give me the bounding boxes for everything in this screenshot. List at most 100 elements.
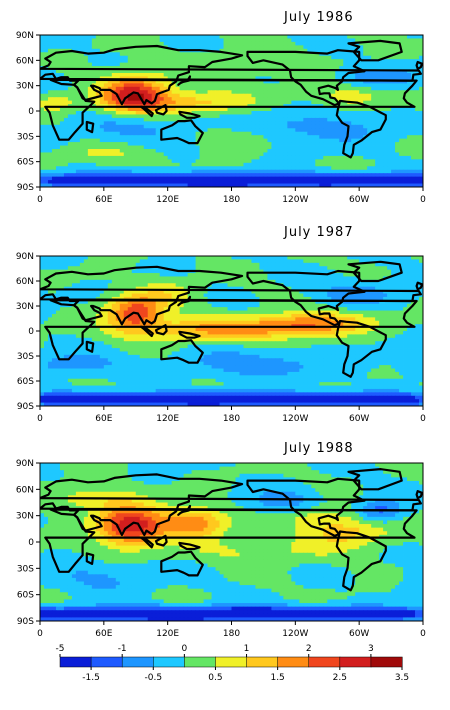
- field-cell: [259, 173, 264, 178]
- field-cell: [395, 114, 400, 119]
- field-cell: [291, 38, 296, 43]
- field-cell: [247, 45, 252, 50]
- field-cell: [407, 262, 412, 267]
- field-cell: [91, 124, 97, 129]
- field-cell: [399, 128, 404, 133]
- field-cell: [307, 52, 312, 57]
- field-cell: [59, 279, 65, 284]
- field-cell: [263, 69, 268, 74]
- field-cell: [411, 35, 416, 39]
- field-cell: [243, 79, 248, 84]
- field-cell: [339, 107, 344, 112]
- field-cell: [267, 100, 272, 105]
- field-cell: [159, 73, 165, 77]
- field-cell: [363, 128, 368, 133]
- field-cell: [411, 114, 416, 119]
- field-cell: [223, 48, 228, 53]
- field-cell: [107, 138, 113, 143]
- field-cell: [299, 45, 304, 50]
- field-cell: [143, 117, 149, 122]
- field-cell: [311, 169, 316, 174]
- field-cell: [347, 69, 352, 74]
- field-cell: [251, 142, 256, 146]
- field-cell: [191, 276, 196, 281]
- field-cell: [47, 276, 53, 281]
- field-cell: [251, 135, 256, 140]
- field-cell: [259, 138, 264, 143]
- field-cell: [67, 273, 73, 277]
- field-cell: [139, 135, 145, 140]
- field-cell: [143, 273, 149, 277]
- field-cell: [187, 90, 192, 95]
- field-cell: [299, 166, 304, 171]
- field-cell: [127, 142, 133, 146]
- field-cell: [243, 100, 248, 105]
- field-cell: [227, 155, 232, 160]
- field-cell: [195, 35, 200, 39]
- field-cell: [227, 138, 232, 143]
- field-cell: [47, 135, 53, 140]
- field-cell: [87, 269, 93, 274]
- field-cell: [143, 173, 149, 178]
- field-cell: [295, 117, 300, 122]
- field-cell: [223, 73, 228, 77]
- field-cell: [295, 256, 300, 260]
- field-cell: [103, 176, 109, 181]
- field-cell: [103, 279, 109, 284]
- field-cell: [107, 114, 113, 119]
- field-cell: [415, 45, 420, 50]
- field-cell: [59, 90, 65, 95]
- field-cell: [123, 100, 129, 105]
- field-cell: [175, 131, 181, 136]
- field-cell: [59, 124, 65, 129]
- field-cell: [275, 38, 280, 43]
- field-cell: [295, 41, 300, 46]
- field-cell: [123, 52, 129, 57]
- field-cell: [223, 145, 228, 150]
- field-cell: [107, 111, 113, 115]
- field-cell: [387, 276, 392, 281]
- field-cell: [103, 107, 109, 112]
- field-cell: [219, 111, 224, 115]
- field-cell: [319, 176, 324, 181]
- field-cell: [347, 131, 352, 136]
- field-cell: [131, 183, 137, 187]
- field-cell: [223, 180, 228, 184]
- field-cell: [115, 276, 121, 281]
- field-cell: [415, 180, 420, 184]
- field-cell: [199, 35, 204, 39]
- field-cell: [299, 159, 304, 164]
- field-cell: [403, 173, 408, 178]
- field-cell: [75, 83, 81, 88]
- field-cell: [323, 183, 328, 187]
- field-cell: [55, 97, 61, 102]
- field-cell: [175, 259, 181, 264]
- field-cell: [95, 55, 101, 60]
- field-cell: [243, 145, 248, 150]
- field-cell: [163, 162, 169, 167]
- field-cell: [215, 145, 220, 150]
- field-cell: [87, 145, 93, 150]
- field-cell: [239, 145, 244, 150]
- field-cell: [227, 83, 232, 88]
- field-cell: [339, 169, 344, 174]
- field-cell: [371, 90, 376, 95]
- field-cell: [247, 100, 252, 105]
- field-cell: [235, 117, 240, 122]
- field-cell: [139, 111, 145, 115]
- field-cell: [383, 183, 388, 187]
- field-cell: [151, 138, 157, 143]
- field-cell: [347, 83, 352, 88]
- field-cell: [263, 169, 268, 174]
- field-cell: [331, 138, 336, 143]
- field-cell: [40, 90, 45, 95]
- field-cell: [391, 142, 396, 146]
- field-cell: [255, 273, 260, 277]
- field-cell: [43, 266, 49, 271]
- field-cell: [191, 155, 196, 160]
- field-cell: [99, 38, 105, 43]
- field-cell: [195, 145, 200, 150]
- field-cell: [131, 114, 137, 119]
- field-cell: [415, 97, 420, 102]
- field-cell: [375, 180, 380, 184]
